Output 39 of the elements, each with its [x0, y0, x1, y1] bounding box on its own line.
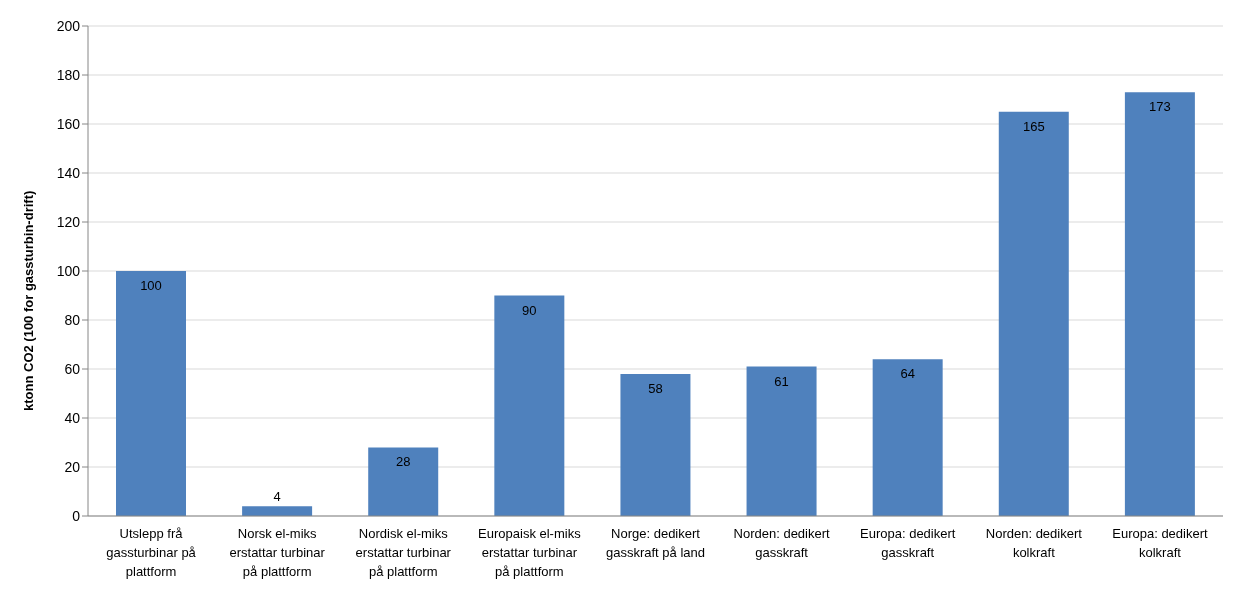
data-label: 165 — [1022, 118, 1045, 134]
bar — [620, 373, 691, 516]
x-tick-label: Norden: dedikert gasskraft — [733, 526, 831, 560]
y-tick-label: 80 — [64, 311, 81, 328]
data-label: 58 — [648, 380, 663, 396]
y-tick-label: 120 — [56, 213, 81, 230]
y-tick-label: 160 — [56, 115, 81, 132]
data-label: 61 — [774, 373, 789, 389]
y-tick-label: 0 — [72, 507, 81, 524]
y-axis-title: ktonn CO2 (100 for gassturbin-drift) — [20, 190, 36, 411]
x-tick-label: Europa: dedikert kolkraft — [1112, 526, 1209, 560]
y-tick-label: 100 — [56, 262, 81, 279]
bar — [998, 111, 1069, 516]
x-tick-label: Utslepp frå gassturbinar på plattform — [106, 526, 197, 579]
data-label: 4 — [273, 489, 281, 505]
x-tick-label: Europaisk el-miks erstattar turbinar på plattform — [478, 526, 582, 579]
y-tick-label: 20 — [64, 458, 81, 475]
x-tick-label: Norge: dedikert gasskraft på land — [605, 526, 706, 560]
bar — [494, 295, 565, 516]
bar — [872, 359, 943, 516]
y-tick-label: 200 — [56, 17, 81, 34]
y-tick-label: 40 — [64, 409, 81, 426]
bar — [368, 447, 439, 516]
x-tick-label: Nordisk el-miks erstattar turbinar på plattform — [355, 526, 452, 579]
bar — [746, 366, 817, 516]
data-label: 64 — [900, 366, 915, 382]
bar — [116, 271, 186, 516]
y-tick-label: 60 — [64, 360, 81, 377]
y-tick-label: 180 — [56, 66, 81, 83]
x-tick-label: Norsk el-miks erstattar turbinar på plattform — [229, 526, 326, 579]
x-tick-label: Norden: dedikert kolkraft — [985, 526, 1083, 560]
data-label: 90 — [522, 302, 537, 318]
x-tick-label: Europa: dedikert gasskraft — [860, 526, 956, 560]
bar — [1124, 92, 1195, 516]
y-tick-label: 140 — [56, 164, 81, 181]
bar — [242, 506, 313, 516]
data-label: 28 — [395, 454, 411, 470]
data-label: 173 — [1149, 99, 1171, 115]
data-label: 100 — [140, 278, 162, 293]
